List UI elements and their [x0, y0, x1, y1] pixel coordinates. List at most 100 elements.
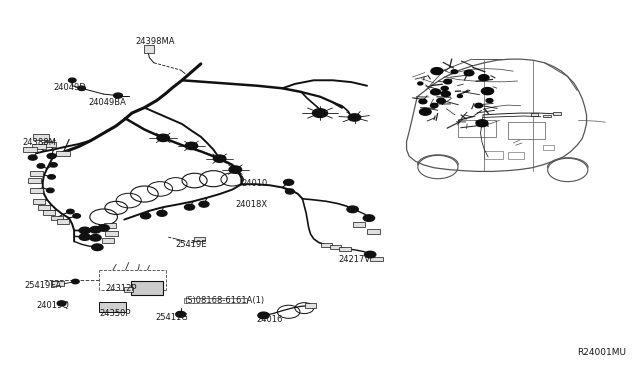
Bar — [33, 199, 45, 204]
Bar — [330, 245, 341, 250]
Circle shape — [431, 103, 438, 108]
Text: (S)08168-6161A(1): (S)08168-6161A(1) — [184, 296, 264, 305]
Bar — [458, 121, 495, 137]
Bar — [57, 219, 69, 224]
Text: 24019Q: 24019Q — [36, 301, 69, 310]
Bar — [508, 122, 545, 139]
Circle shape — [47, 154, 56, 159]
Circle shape — [98, 225, 109, 231]
Bar — [367, 229, 380, 234]
Circle shape — [157, 211, 167, 216]
Circle shape — [348, 114, 361, 121]
Circle shape — [79, 234, 90, 240]
Bar — [43, 210, 55, 215]
Circle shape — [479, 75, 489, 81]
Text: 24398MA: 24398MA — [135, 38, 175, 46]
Circle shape — [441, 91, 451, 97]
Text: 24350P: 24350P — [99, 309, 131, 318]
Bar — [305, 304, 316, 308]
Circle shape — [199, 201, 209, 207]
Bar — [38, 205, 50, 209]
Bar — [99, 302, 125, 312]
Bar — [339, 247, 351, 251]
Bar — [554, 112, 561, 115]
Circle shape — [79, 227, 90, 234]
Circle shape — [258, 312, 269, 319]
Bar — [30, 188, 43, 193]
Circle shape — [285, 189, 294, 194]
Text: 24016: 24016 — [256, 315, 282, 324]
Circle shape — [68, 78, 76, 83]
Bar — [131, 281, 163, 295]
Circle shape — [48, 175, 55, 179]
Circle shape — [90, 234, 101, 241]
Text: 24010: 24010 — [242, 179, 268, 187]
Text: 24312P: 24312P — [106, 284, 137, 293]
Circle shape — [419, 109, 431, 115]
Text: 24018X: 24018X — [236, 200, 268, 209]
Bar — [531, 113, 538, 116]
Bar — [145, 45, 154, 53]
Text: 24217V: 24217V — [339, 255, 371, 264]
Bar — [32, 144, 46, 149]
Bar — [106, 231, 118, 236]
Circle shape — [364, 215, 374, 221]
Text: R24001MU: R24001MU — [577, 348, 626, 357]
Bar — [194, 237, 205, 241]
Bar — [124, 287, 133, 292]
Circle shape — [67, 209, 74, 214]
Circle shape — [72, 279, 79, 284]
Text: 25419EA: 25419EA — [24, 280, 61, 290]
Circle shape — [157, 134, 170, 141]
Text: 25419E: 25419E — [176, 240, 207, 249]
Circle shape — [431, 68, 443, 74]
Bar — [42, 141, 56, 147]
Circle shape — [365, 251, 376, 258]
Circle shape — [78, 86, 85, 90]
Circle shape — [185, 142, 198, 150]
Circle shape — [418, 82, 423, 85]
Circle shape — [184, 204, 195, 210]
Circle shape — [486, 99, 493, 103]
Circle shape — [229, 166, 242, 173]
Circle shape — [431, 89, 440, 95]
Circle shape — [441, 86, 448, 90]
Bar — [184, 298, 246, 304]
Circle shape — [458, 94, 463, 97]
Circle shape — [451, 70, 458, 74]
Bar — [56, 151, 70, 156]
Circle shape — [436, 98, 445, 103]
Bar — [484, 151, 503, 159]
Circle shape — [141, 213, 150, 219]
Text: 24049BA: 24049BA — [88, 98, 126, 107]
Circle shape — [476, 120, 488, 127]
Circle shape — [47, 188, 54, 193]
Circle shape — [464, 70, 474, 76]
Bar — [370, 257, 383, 261]
Circle shape — [419, 99, 427, 104]
Bar — [51, 216, 63, 221]
Circle shape — [481, 87, 493, 94]
Bar — [28, 178, 41, 183]
Bar — [102, 238, 115, 243]
Circle shape — [312, 109, 328, 118]
Circle shape — [284, 179, 294, 185]
Bar — [543, 115, 551, 118]
Circle shape — [50, 163, 57, 167]
Bar — [321, 243, 332, 247]
Circle shape — [176, 311, 186, 317]
Bar — [508, 152, 524, 159]
Circle shape — [475, 103, 483, 108]
Bar — [104, 223, 116, 228]
Bar — [30, 171, 43, 176]
Circle shape — [73, 214, 81, 218]
Text: 25411G: 25411G — [156, 314, 188, 323]
Bar — [543, 145, 554, 150]
Circle shape — [57, 301, 66, 306]
Circle shape — [37, 164, 45, 168]
Circle shape — [114, 93, 122, 98]
Bar — [353, 222, 365, 227]
Circle shape — [92, 244, 103, 250]
Circle shape — [28, 155, 37, 160]
Text: 24388M: 24388M — [22, 138, 56, 147]
